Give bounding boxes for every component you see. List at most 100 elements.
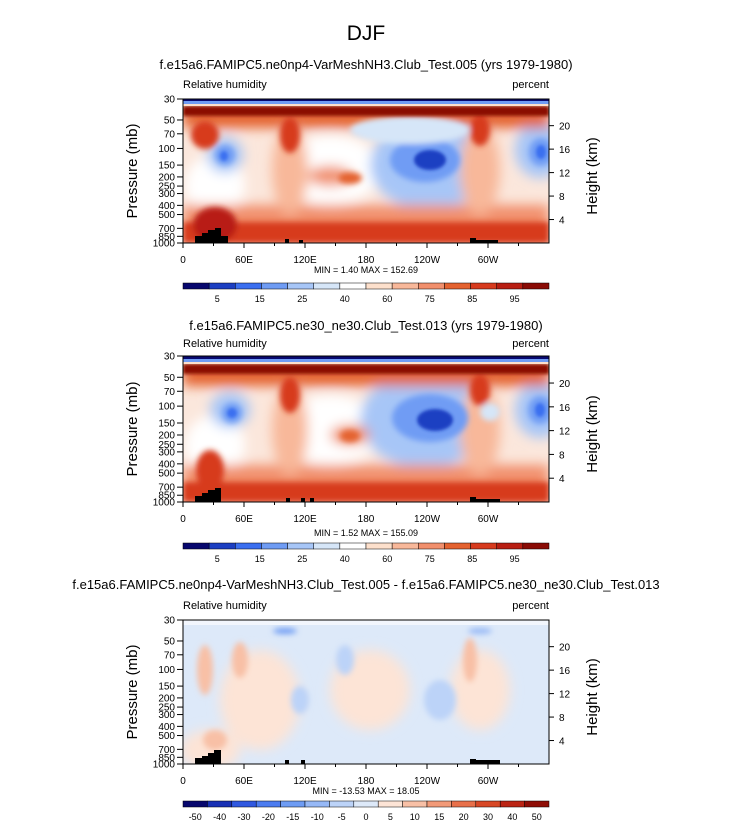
colorbar-swatch <box>524 800 550 808</box>
colorbar-swatch <box>208 282 236 290</box>
colorbar-label: 95 <box>510 554 520 564</box>
colorbar-swatch <box>235 282 262 290</box>
height-tick-label: 16 <box>559 145 571 156</box>
pressure-tick-label: 50 <box>164 373 176 384</box>
colorbar-label: 25 <box>297 554 307 564</box>
pressure-tick-label: 250 <box>158 440 175 451</box>
colorbar-label: 15 <box>255 554 265 564</box>
pressure-tick-label: 1000 <box>153 239 176 250</box>
pressure-tick-label: 700 <box>158 483 175 494</box>
y-axis-title: Pressure (mb) <box>124 123 141 218</box>
lon-tick-label: 120W <box>414 514 441 525</box>
panel-2-variable-label: Relative humidity <box>183 338 267 350</box>
colorbar-label: 15 <box>255 294 265 304</box>
colorbar-label: 10 <box>410 812 420 822</box>
colorbar-label: 40 <box>340 294 350 304</box>
lon-tick-label: 120W <box>414 776 441 787</box>
pressure-tick-label: 70 <box>164 650 176 661</box>
colorbar-swatch <box>287 282 314 290</box>
pressure-tick-label: 700 <box>158 224 175 235</box>
pressure-tick-label: 400 <box>158 722 175 733</box>
panel-2-title: f.e15a6.FAMIPC5.ne30_ne30.Club_Test.013 … <box>189 318 542 333</box>
colorbar-swatch <box>444 282 471 290</box>
panel-2: f.e15a6.FAMIPC5.ne30_ne30.Club_Test.013 … <box>124 318 601 564</box>
lon-tick-label: 60W <box>478 255 499 266</box>
colorbar-swatch <box>261 282 288 290</box>
lon-tick-label: 0 <box>180 255 186 266</box>
colorbar-label: -40 <box>213 812 226 822</box>
height-tick-label: 12 <box>559 427 571 438</box>
height-tick-label: 8 <box>559 713 565 724</box>
colorbar-swatch <box>182 542 210 550</box>
colorbar-label: 75 <box>425 294 435 304</box>
panel-1: f.e15a6.FAMIPC5.ne0np4-VarMeshNH3.Club_T… <box>124 57 601 304</box>
colorbar-swatch <box>231 800 257 808</box>
pressure-tick-label: 1000 <box>153 498 176 509</box>
panel-1-title: f.e15a6.FAMIPC5.ne0np4-VarMeshNH3.Club_T… <box>159 57 572 72</box>
colorbar-label: 15 <box>434 812 444 822</box>
colorbar-label: 95 <box>510 294 520 304</box>
colorbar-swatch <box>418 542 445 550</box>
colorbar-swatch <box>451 800 477 808</box>
colorbar-label: -5 <box>338 812 346 822</box>
colorbar-swatch <box>339 282 367 290</box>
lon-tick-label: 180 <box>358 776 375 787</box>
lon-tick-label: 60E <box>235 255 253 266</box>
height-tick-label: 4 <box>559 474 565 485</box>
panel-3-title: f.e15a6.FAMIPC5.ne0np4-VarMeshNH3.Club_T… <box>72 577 659 592</box>
panel-3-units-label: percent <box>512 600 549 612</box>
colorbar-label: 0 <box>363 812 368 822</box>
height-tick-label: 20 <box>559 122 571 133</box>
colorbar-swatch <box>496 282 524 290</box>
y-axis-title: Pressure (mb) <box>124 381 141 476</box>
colorbar-label: 5 <box>215 294 220 304</box>
colorbar-swatch <box>207 800 233 808</box>
panel-3-colorbar: -50 -40 -30 -20 -15 -10 -5 0 5 10 15 20 30 40 50 <box>182 800 550 822</box>
pressure-tick-label: 30 <box>164 616 176 627</box>
colorbar-label: 50 <box>532 812 542 822</box>
colorbar-label: -30 <box>237 812 250 822</box>
panel-3-min-max: MIN = -13.53 MAX = 18.05 <box>312 786 419 796</box>
lon-tick-label: 180 <box>358 514 375 525</box>
pressure-tick-label: 400 <box>158 201 175 212</box>
height-tick-label: 12 <box>559 169 571 180</box>
pressure-tick-label: 100 <box>158 402 175 413</box>
height-tick-label: 4 <box>559 737 565 748</box>
colorbar-swatch <box>235 542 262 550</box>
pressure-tick-label: 200 <box>158 430 175 441</box>
colorbar-label: 20 <box>459 812 469 822</box>
panel-2-units-label: percent <box>512 338 549 350</box>
height-tick-label: 4 <box>559 216 565 227</box>
pressure-tick-label: 200 <box>158 693 175 704</box>
lon-tick-label: 180 <box>358 255 375 266</box>
pressure-tick-label: 300 <box>158 447 175 458</box>
colorbar-swatch <box>391 542 419 550</box>
pressure-tick-label: 500 <box>158 469 175 480</box>
colorbar-label: -50 <box>189 812 202 822</box>
colorbar-swatch <box>182 800 208 808</box>
colorbar-label: 85 <box>467 294 477 304</box>
pressure-tick-label: 300 <box>158 710 175 721</box>
y-axis-title: Pressure (mb) <box>124 644 141 739</box>
height-tick-label: 16 <box>559 403 571 414</box>
colorbar-swatch <box>208 542 236 550</box>
colorbar-label: 30 <box>483 812 493 822</box>
colorbar-label: 25 <box>297 294 307 304</box>
pressure-tick-label: 1000 <box>153 760 176 771</box>
lon-tick-label: 120E <box>293 255 317 266</box>
pressure-tick-label: 50 <box>164 636 176 647</box>
lon-tick-label: 0 <box>180 514 186 525</box>
colorbar-label: -20 <box>262 812 275 822</box>
colorbar-label: 60 <box>382 554 392 564</box>
colorbar-label: -10 <box>311 812 324 822</box>
pressure-tick-label: 30 <box>164 352 176 363</box>
pressure-tick-label: 850 <box>158 491 175 502</box>
panel-1-contour-field <box>183 99 549 243</box>
colorbar-swatch <box>418 282 445 290</box>
pressure-tick-label: 500 <box>158 731 175 742</box>
lon-tick-label: 0 <box>180 776 186 787</box>
pressure-tick-label: 850 <box>158 753 175 764</box>
pressure-tick-label: 250 <box>158 182 175 193</box>
